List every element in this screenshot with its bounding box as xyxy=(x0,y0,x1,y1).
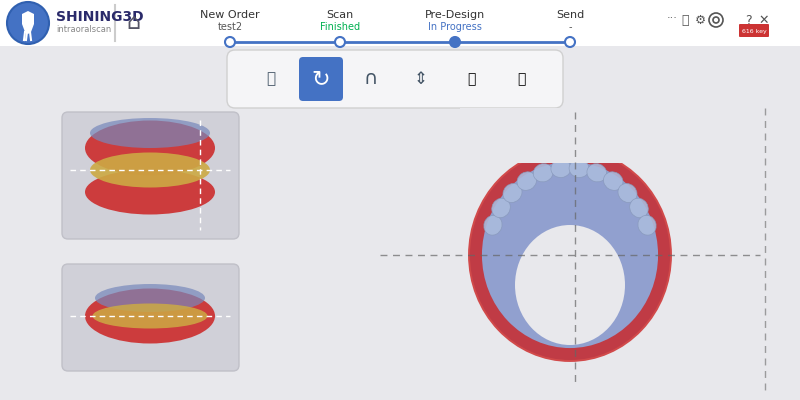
Ellipse shape xyxy=(85,120,215,176)
Text: Send: Send xyxy=(556,10,584,20)
Text: In Progress: In Progress xyxy=(428,22,482,32)
Circle shape xyxy=(335,37,345,47)
Text: test2: test2 xyxy=(218,22,242,32)
FancyBboxPatch shape xyxy=(227,50,563,108)
Text: 616 key: 616 key xyxy=(742,28,766,34)
Ellipse shape xyxy=(93,304,207,328)
FancyBboxPatch shape xyxy=(0,0,800,46)
Ellipse shape xyxy=(534,164,553,182)
Ellipse shape xyxy=(492,198,510,218)
Ellipse shape xyxy=(85,170,215,214)
Ellipse shape xyxy=(551,160,571,178)
Ellipse shape xyxy=(603,172,623,190)
Ellipse shape xyxy=(630,198,648,218)
Text: ∩: ∩ xyxy=(364,70,378,88)
FancyBboxPatch shape xyxy=(465,110,675,160)
Text: 🔒: 🔒 xyxy=(517,72,525,86)
FancyBboxPatch shape xyxy=(62,264,239,371)
Text: 🦷: 🦷 xyxy=(266,72,275,86)
Text: Finished: Finished xyxy=(320,22,360,32)
Ellipse shape xyxy=(470,150,670,360)
FancyBboxPatch shape xyxy=(460,108,680,163)
Text: 👤: 👤 xyxy=(682,14,689,26)
Ellipse shape xyxy=(618,184,637,202)
Ellipse shape xyxy=(515,225,625,345)
Text: ⚙: ⚙ xyxy=(694,14,706,26)
Ellipse shape xyxy=(517,172,537,190)
Text: SHINING3D: SHINING3D xyxy=(56,10,144,24)
Ellipse shape xyxy=(503,184,522,202)
Ellipse shape xyxy=(484,215,502,235)
Ellipse shape xyxy=(638,215,656,235)
Text: ···: ··· xyxy=(667,13,678,23)
Text: ⌂: ⌂ xyxy=(126,13,140,33)
Text: -: - xyxy=(568,22,572,32)
FancyBboxPatch shape xyxy=(62,112,239,239)
Ellipse shape xyxy=(569,160,589,178)
Circle shape xyxy=(225,37,235,47)
Ellipse shape xyxy=(90,152,210,188)
Ellipse shape xyxy=(520,230,620,340)
Polygon shape xyxy=(22,11,34,34)
Ellipse shape xyxy=(587,164,606,182)
Ellipse shape xyxy=(85,288,215,344)
Text: ✕: ✕ xyxy=(758,14,770,26)
Ellipse shape xyxy=(95,284,205,312)
FancyBboxPatch shape xyxy=(299,57,343,101)
Circle shape xyxy=(450,37,460,47)
Text: ⇕: ⇕ xyxy=(414,70,428,88)
Text: New Order: New Order xyxy=(200,10,260,20)
Circle shape xyxy=(7,2,49,44)
Ellipse shape xyxy=(90,118,210,148)
Text: ↻: ↻ xyxy=(312,69,330,89)
Text: ?: ? xyxy=(745,14,751,26)
Text: Scan: Scan xyxy=(326,10,354,20)
Text: Pre-Design: Pre-Design xyxy=(425,10,485,20)
Text: intraoralscan: intraoralscan xyxy=(56,26,111,34)
Circle shape xyxy=(565,37,575,47)
FancyBboxPatch shape xyxy=(739,24,769,37)
Text: 📌: 📌 xyxy=(467,72,475,86)
